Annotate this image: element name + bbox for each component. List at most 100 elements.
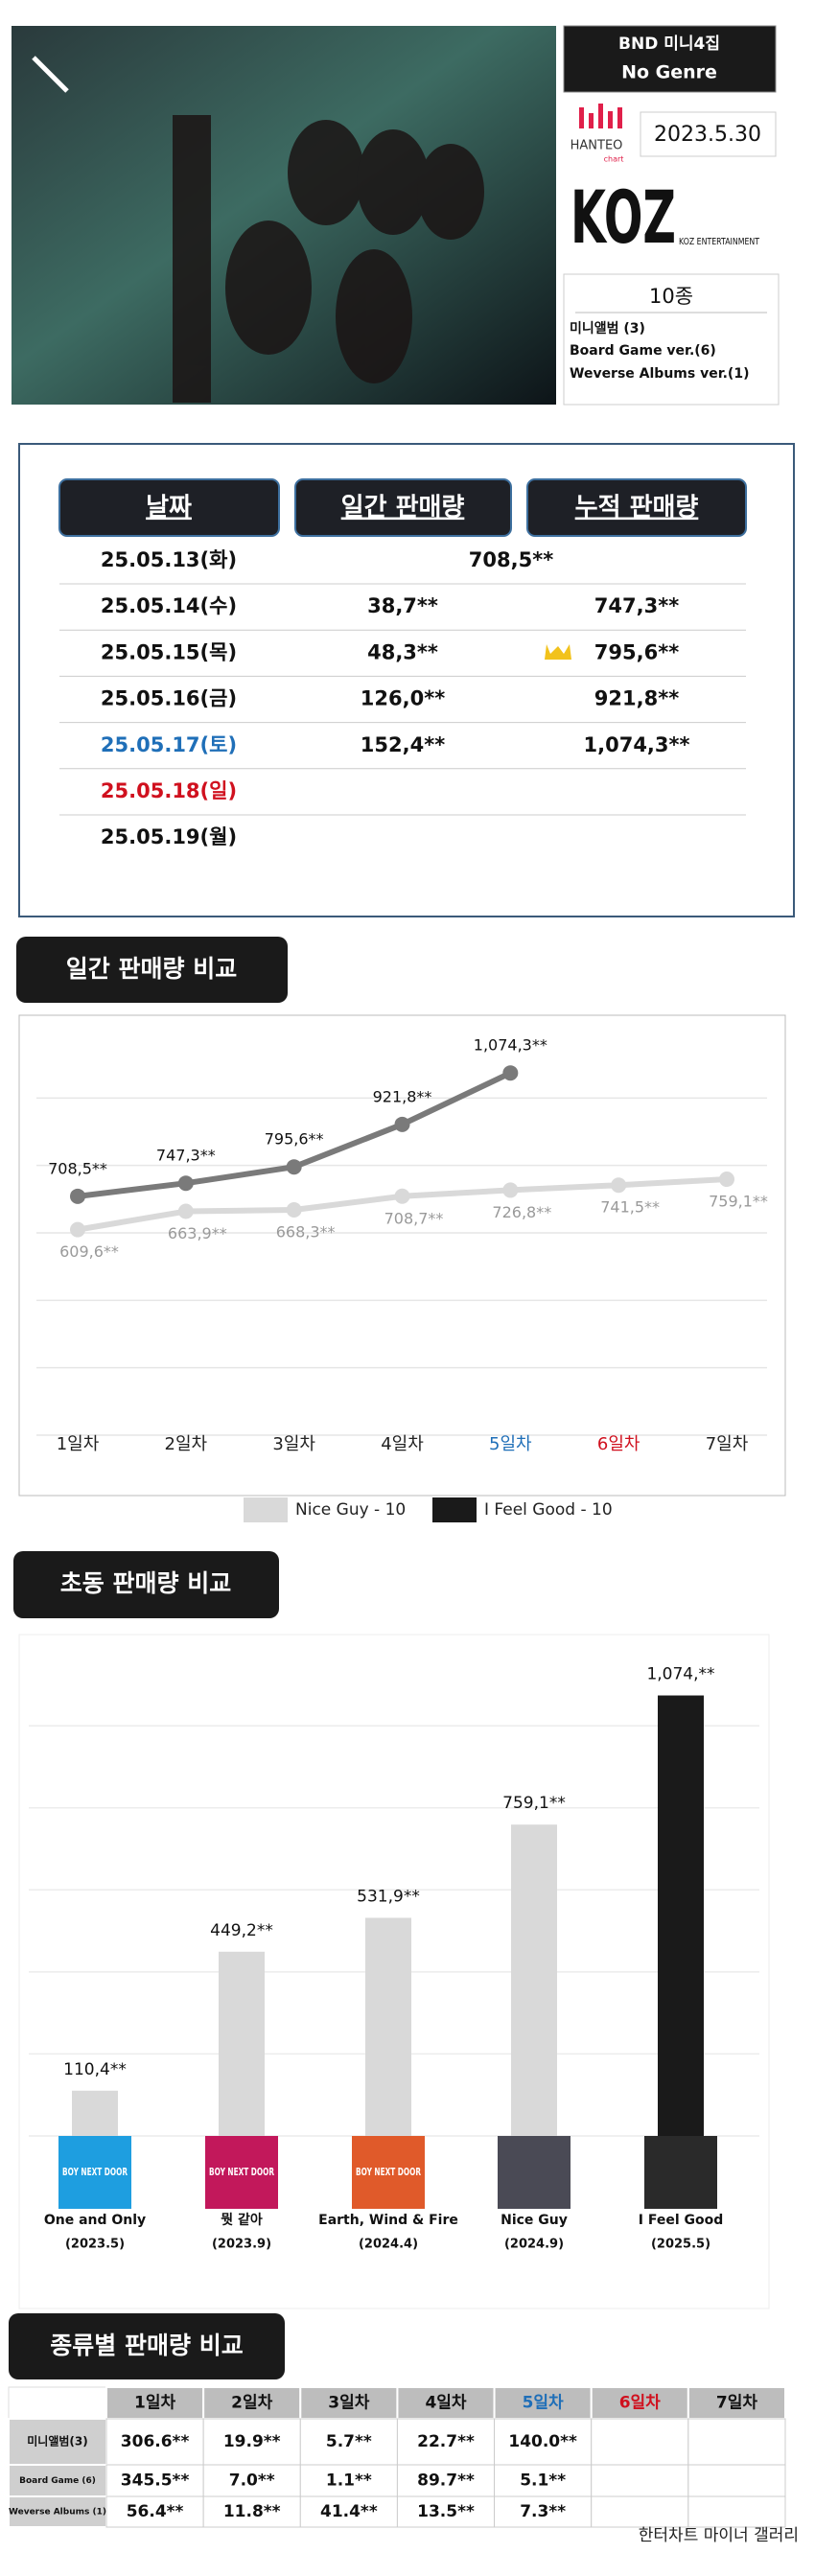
value-cell xyxy=(591,2418,689,2466)
value-text: 89.7** xyxy=(417,2472,475,2491)
bar xyxy=(365,1917,411,2136)
data-label: 708,5** xyxy=(48,1159,107,1177)
column-header: 날짜 xyxy=(146,494,192,522)
data-label: 726,8** xyxy=(492,1203,551,1221)
data-label: 708,7** xyxy=(384,1209,444,1227)
release-label: (2024.4) xyxy=(359,2238,418,2252)
daily-cell: 38,7** xyxy=(367,594,438,617)
date-cell: 25.05.16(금) xyxy=(101,687,237,710)
line-chart-frame xyxy=(18,1014,786,1497)
daily-cell: 126,0** xyxy=(361,687,445,710)
daily-cell: 48,3** xyxy=(367,640,438,663)
date-cell: 25.05.18(일) xyxy=(101,779,237,802)
section-pill xyxy=(9,2313,285,2379)
row-name: 미니앨범(3) xyxy=(27,2434,87,2448)
cumulative-cell: 747,3** xyxy=(594,594,679,617)
header-cell xyxy=(687,2386,786,2420)
section-title: 종류별 판매량 비교 xyxy=(50,2332,243,2359)
legend-swatch xyxy=(244,1497,288,1522)
hanteo-logo: HANTEO xyxy=(570,139,623,153)
x-tick-label: 뭣 같아 xyxy=(221,2212,263,2228)
album-box xyxy=(563,25,777,93)
album-cover xyxy=(205,2136,278,2209)
header-cell xyxy=(299,2386,399,2420)
data-label: 449,2** xyxy=(210,1921,273,1940)
album-title: No Genre xyxy=(621,62,717,83)
value-cell xyxy=(494,2495,593,2528)
data-point xyxy=(177,1203,194,1219)
legend-label: I Feel Good - 10 xyxy=(484,1500,613,1520)
album-name: BND 미니4집 xyxy=(618,35,720,54)
date-cell: 25.05.13(화) xyxy=(101,548,237,571)
data-label: 609,6** xyxy=(59,1242,119,1261)
version-item: Weverse Albums ver.(1) xyxy=(570,366,749,382)
value-text: 22.7** xyxy=(417,2432,475,2451)
header-pill xyxy=(526,478,747,537)
x-tick-label: 7일차 xyxy=(706,1434,749,1454)
date-cell: 25.05.19(월) xyxy=(101,825,237,848)
x-tick-label: I Feel Good xyxy=(639,2213,724,2228)
column-header: 6일차 xyxy=(619,2394,661,2413)
value-cell xyxy=(396,2464,496,2497)
release-date: 2023.5.30 xyxy=(654,123,761,147)
versions-total: 10종 xyxy=(649,285,693,308)
album-cover xyxy=(498,2136,570,2209)
row-name: Weverse Albums (1) xyxy=(9,2508,106,2518)
data-point xyxy=(502,1182,519,1198)
header-cell xyxy=(202,2386,302,2420)
value-cell xyxy=(591,2495,689,2528)
versions-box xyxy=(563,273,780,406)
data-label: 663,9** xyxy=(168,1224,227,1242)
hanteo-sub: chart xyxy=(604,155,624,164)
cumulative-cell: 795,6** xyxy=(594,640,679,663)
value-text: 1.1** xyxy=(326,2472,372,2491)
row-header-cell xyxy=(8,2495,107,2528)
value-text: 56.4** xyxy=(127,2502,184,2521)
value-text: 7.3** xyxy=(520,2502,566,2521)
data-label: 531,9** xyxy=(357,1887,420,1906)
column-header: 4일차 xyxy=(425,2394,466,2413)
data-label: 1,074,3** xyxy=(474,1036,547,1055)
bar xyxy=(658,1695,704,2136)
sales-table: 날짜 일간 판매량 누적 판매량 25.05.13(화) 708,5** 25.05.14… xyxy=(58,478,747,848)
value-text: 5.1** xyxy=(520,2472,566,2491)
version-item: 미니앨범 (3) xyxy=(570,321,645,337)
photo-figures xyxy=(173,115,484,403)
header-cell xyxy=(396,2386,496,2420)
section-title: 일간 판매량 비교 xyxy=(66,955,237,983)
value-text: 41.4** xyxy=(320,2502,378,2521)
value-cell xyxy=(591,2464,689,2497)
data-label: 921,8** xyxy=(373,1087,432,1105)
value-text: 13.5** xyxy=(417,2502,475,2521)
data-point xyxy=(177,1175,194,1192)
album-cover xyxy=(58,2136,131,2209)
section-pill xyxy=(13,1551,279,1618)
value-cell xyxy=(202,2418,301,2466)
value-text: 19.9** xyxy=(223,2432,281,2451)
x-tick-label: 3일차 xyxy=(272,1434,315,1454)
header-cell xyxy=(105,2386,205,2420)
album-cover xyxy=(644,2136,717,2209)
header-pill xyxy=(58,478,280,537)
value-text: 140.0** xyxy=(508,2432,577,2451)
hanteo-icon xyxy=(579,104,622,128)
x-tick-label: 6일차 xyxy=(597,1434,640,1454)
value-text: 5.7** xyxy=(326,2432,372,2451)
data-point xyxy=(286,1159,302,1175)
release-label: (2024.9) xyxy=(504,2238,564,2252)
bar-chart: 110,4** BOY NEXT DOOR One and Only (2023.5)… xyxy=(29,1665,759,2252)
bar xyxy=(511,1824,557,2136)
cover-text: BOY NEXT DOOR xyxy=(356,2166,421,2178)
cover-text: BOY NEXT DOOR xyxy=(62,2166,128,2178)
line-chart: 1일차 2일차 3일차 4일차 5일차 6일차 7일차 609,6** 663,9** 668,3… xyxy=(36,1036,768,1522)
value-text: 345.5** xyxy=(121,2472,190,2491)
data-label: 1,074,** xyxy=(646,1665,714,1684)
footer-credit: 한터차트 마이너 갤러리 xyxy=(639,2526,799,2545)
label-name: KOZ ENTERTAINMENT xyxy=(679,237,760,247)
data-point xyxy=(719,1172,734,1188)
value-cell xyxy=(105,2464,204,2497)
value-text: 7.0** xyxy=(229,2472,275,2491)
x-tick-label: 1일차 xyxy=(57,1434,100,1454)
x-tick-label: One and Only xyxy=(44,2213,146,2228)
